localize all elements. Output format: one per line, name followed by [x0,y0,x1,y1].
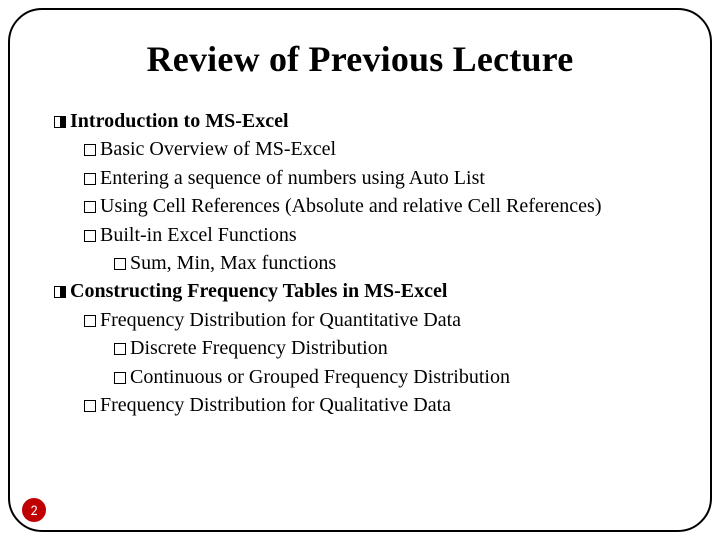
list-item: Entering a sequence of numbers using Aut… [54,165,666,191]
list-item-text: Entering a sequence of numbers using Aut… [100,165,485,191]
list-item: Continuous or Grouped Frequency Distribu… [54,364,666,390]
square-bullet-icon [84,144,96,156]
page-number-badge: 2 [22,498,46,522]
list-item: Constructing Frequency Tables in MS-Exce… [54,278,666,304]
list-item-text: Constructing Frequency Tables in MS-Exce… [70,278,447,304]
slide-title: Review of Previous Lecture [54,38,666,80]
square-bullet-icon [84,230,96,242]
list-item: Frequency Distribution for Quantitative … [54,307,666,333]
slide-frame: Review of Previous Lecture Introduction … [8,8,712,532]
square-bullet-icon [54,286,66,298]
square-bullet-icon [54,116,66,128]
list-item-text: Built-in Excel Functions [100,222,297,248]
list-item-text: Frequency Distribution for Quantitative … [100,307,461,333]
list-item-text: Frequency Distribution for Qualitative D… [100,392,451,418]
list-item-text: Continuous or Grouped Frequency Distribu… [130,364,510,390]
list-item: Using Cell References (Absolute and rela… [54,193,666,219]
page-number: 2 [30,502,37,519]
slide: Review of Previous Lecture Introduction … [0,0,720,540]
square-bullet-icon [84,173,96,185]
list-item-text: Using Cell References (Absolute and rela… [100,193,601,219]
square-bullet-icon [114,343,126,355]
list-item: Basic Overview of MS-Excel [54,136,666,162]
square-bullet-icon [84,400,96,412]
square-bullet-icon [114,372,126,384]
bullet-list: Introduction to MS-ExcelBasic Overview o… [54,108,666,418]
square-bullet-icon [114,258,126,270]
square-bullet-icon [84,315,96,327]
list-item-text: Introduction to MS-Excel [70,108,289,134]
list-item: Built-in Excel Functions [54,222,666,248]
list-item: Introduction to MS-Excel [54,108,666,134]
list-item: Discrete Frequency Distribution [54,335,666,361]
list-item-text: Discrete Frequency Distribution [130,335,388,361]
square-bullet-icon [84,201,96,213]
list-item-text: Sum, Min, Max functions [130,250,336,276]
list-item-text: Basic Overview of MS-Excel [100,136,336,162]
list-item: Sum, Min, Max functions [54,250,666,276]
list-item: Frequency Distribution for Qualitative D… [54,392,666,418]
